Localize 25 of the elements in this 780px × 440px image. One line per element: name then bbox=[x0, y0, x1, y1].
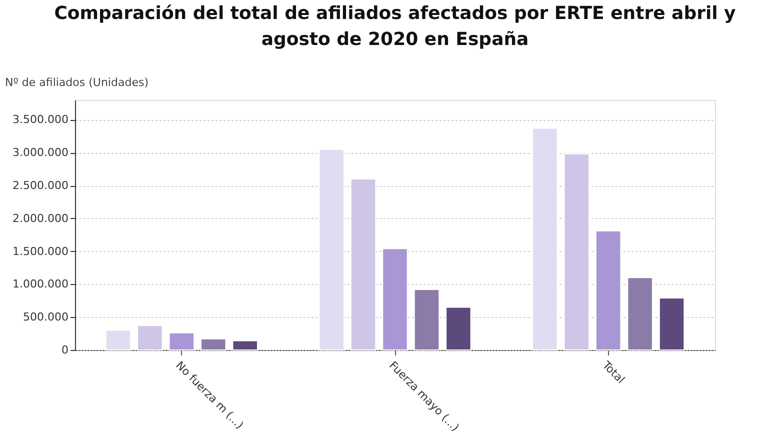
bar bbox=[414, 288, 440, 350]
bar bbox=[350, 178, 376, 350]
y-tick-label: 2.500.000 bbox=[12, 179, 68, 192]
bar bbox=[627, 277, 653, 350]
bar bbox=[532, 128, 558, 350]
bar bbox=[105, 330, 132, 350]
bar bbox=[595, 230, 622, 350]
bar bbox=[564, 153, 590, 350]
y-axis-title: Nº de afiliados (Unidades) bbox=[5, 76, 148, 89]
y-tick-label: 3.500.000 bbox=[12, 113, 68, 126]
y-tick-label: 0 bbox=[62, 344, 68, 356]
bar bbox=[137, 325, 163, 350]
y-tick-label: 1.500.000 bbox=[12, 244, 68, 258]
bar bbox=[168, 332, 195, 350]
y-tick-label: 500.000 bbox=[23, 310, 68, 324]
y-tick-label: 3.000.000 bbox=[12, 146, 68, 160]
y-tick-label: 1.000.000 bbox=[12, 278, 68, 291]
y-tick-label: 2.000.000 bbox=[12, 212, 68, 225]
bar bbox=[318, 148, 344, 350]
bar bbox=[382, 248, 408, 350]
bar bbox=[200, 338, 226, 350]
bar bbox=[658, 298, 685, 350]
chart-title: Comparación del total de afiliados afectados por ERTE entre abril y agosto de 2020 en España bbox=[54, 3, 736, 50]
bar bbox=[232, 340, 258, 350]
bar bbox=[446, 306, 472, 350]
